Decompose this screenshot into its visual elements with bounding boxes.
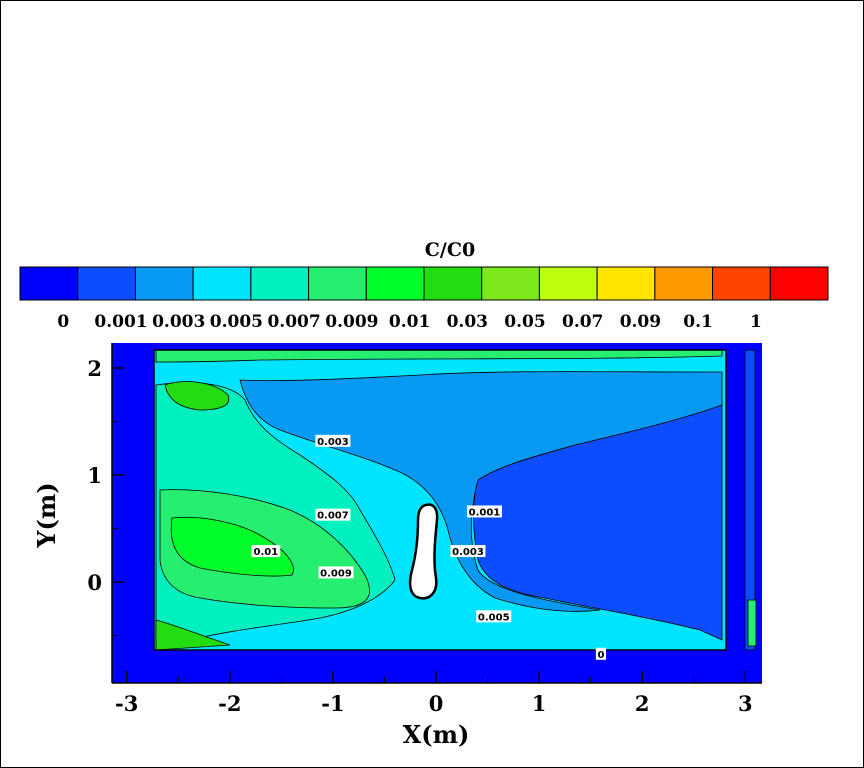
y-ticks: 2 1 0 — [87, 356, 124, 636]
zone-0.003-blue — [239, 371, 723, 612]
y-tick-label: 0 — [87, 570, 102, 595]
contour-label: 0.005 — [478, 612, 510, 623]
x-tick-label: 0 — [429, 691, 444, 716]
colorbar-swatch — [19, 266, 79, 301]
colorbar-level-label: 1 — [750, 312, 762, 332]
contour-labels: 0.003 0.007 0.01 0.009 0.001 0.003 0.005 0 — [251, 434, 607, 661]
contour-label: 0.007 — [317, 511, 349, 522]
colorbar-title: C/C0 — [425, 239, 475, 261]
contour-label-bg — [466, 505, 502, 518]
colorbar-level-label: 0.01 — [389, 312, 430, 332]
inner-boundary — [153, 349, 727, 651]
x-tick-label: 1 — [532, 691, 547, 716]
x-tick-label: 2 — [635, 691, 650, 716]
colorbar-swatch — [77, 266, 136, 301]
colorbar-swatch — [423, 266, 483, 301]
contour-label-bg — [450, 545, 486, 558]
colorbar-level-label: 0.007 — [267, 312, 320, 332]
contour-label-bg — [318, 566, 354, 579]
x-axis-title: X(m) — [403, 720, 470, 749]
contour-label-bg — [315, 434, 351, 447]
y-tick-label: 1 — [87, 463, 102, 488]
contour-plot — [112, 343, 762, 683]
contour-label: 0.01 — [254, 547, 279, 558]
x-tick-label: -2 — [218, 691, 241, 716]
colorbar-level-label: 0.001 — [94, 312, 147, 332]
y-axis-title: Y(m) — [32, 482, 61, 548]
colorbar-swatch — [712, 266, 771, 301]
zone-top-strip — [155, 349, 723, 363]
colorbar-level-label: 0.05 — [504, 312, 545, 332]
x-tick-label: -3 — [115, 691, 138, 716]
colorbar-swatch — [538, 266, 598, 301]
contour-label-bg — [476, 610, 512, 623]
colorbar-labels: 0 0.001 0.003 0.005 0.007 0.009 0.01 0.03 0.05 0.… — [57, 312, 761, 332]
colorbar-level-label: 0.003 — [152, 312, 205, 332]
zone-topleft-spot — [164, 381, 230, 411]
colorbar-level-label: 0.005 — [210, 312, 263, 332]
colorbar — [19, 266, 829, 301]
x-tick-label: 3 — [738, 691, 753, 716]
colorbar-swatch — [596, 266, 656, 301]
colorbar-swatch — [134, 266, 194, 301]
colorbar-level-label: 0 — [57, 312, 69, 332]
contour-label-bg — [251, 545, 281, 558]
contour-label-bg — [315, 508, 351, 521]
zone-0.01 — [170, 516, 294, 577]
contour-label: 0 — [597, 650, 604, 661]
colorbar-level-label: 0.07 — [562, 312, 603, 332]
colorbar-swatch — [250, 266, 310, 301]
colorbar-swatch — [192, 266, 252, 301]
y-tick-label: 2 — [87, 356, 102, 381]
zone-right-strip — [744, 349, 756, 651]
zone-right-strip-green — [747, 599, 757, 647]
colorbar-level-label: 0.09 — [620, 312, 661, 332]
colorbar-swatch — [481, 266, 540, 301]
colorbar-level-label: 0.1 — [683, 312, 713, 332]
zone-bottomleft-strip — [155, 619, 231, 651]
x-ticks: -3 -2 -1 0 1 2 3 — [115, 671, 753, 716]
contour-label: 0.003 — [317, 437, 349, 448]
x-tick-label: -1 — [321, 691, 344, 716]
contour-label: 0.003 — [452, 547, 484, 558]
colorbar-level-label: 0.03 — [447, 312, 488, 332]
contour-label: 0.009 — [320, 568, 352, 579]
contour-label-bg — [595, 647, 607, 660]
colorbar-swatch — [365, 266, 425, 301]
zone-bottom-band — [154, 650, 726, 683]
colorbar-swatch — [654, 266, 714, 301]
obstacle — [408, 503, 439, 600]
contour-label: 0.001 — [469, 507, 501, 518]
colorbar-level-label: 0.009 — [325, 312, 378, 332]
colorbar-swatch — [308, 266, 367, 301]
colorbar-swatch — [769, 266, 829, 301]
